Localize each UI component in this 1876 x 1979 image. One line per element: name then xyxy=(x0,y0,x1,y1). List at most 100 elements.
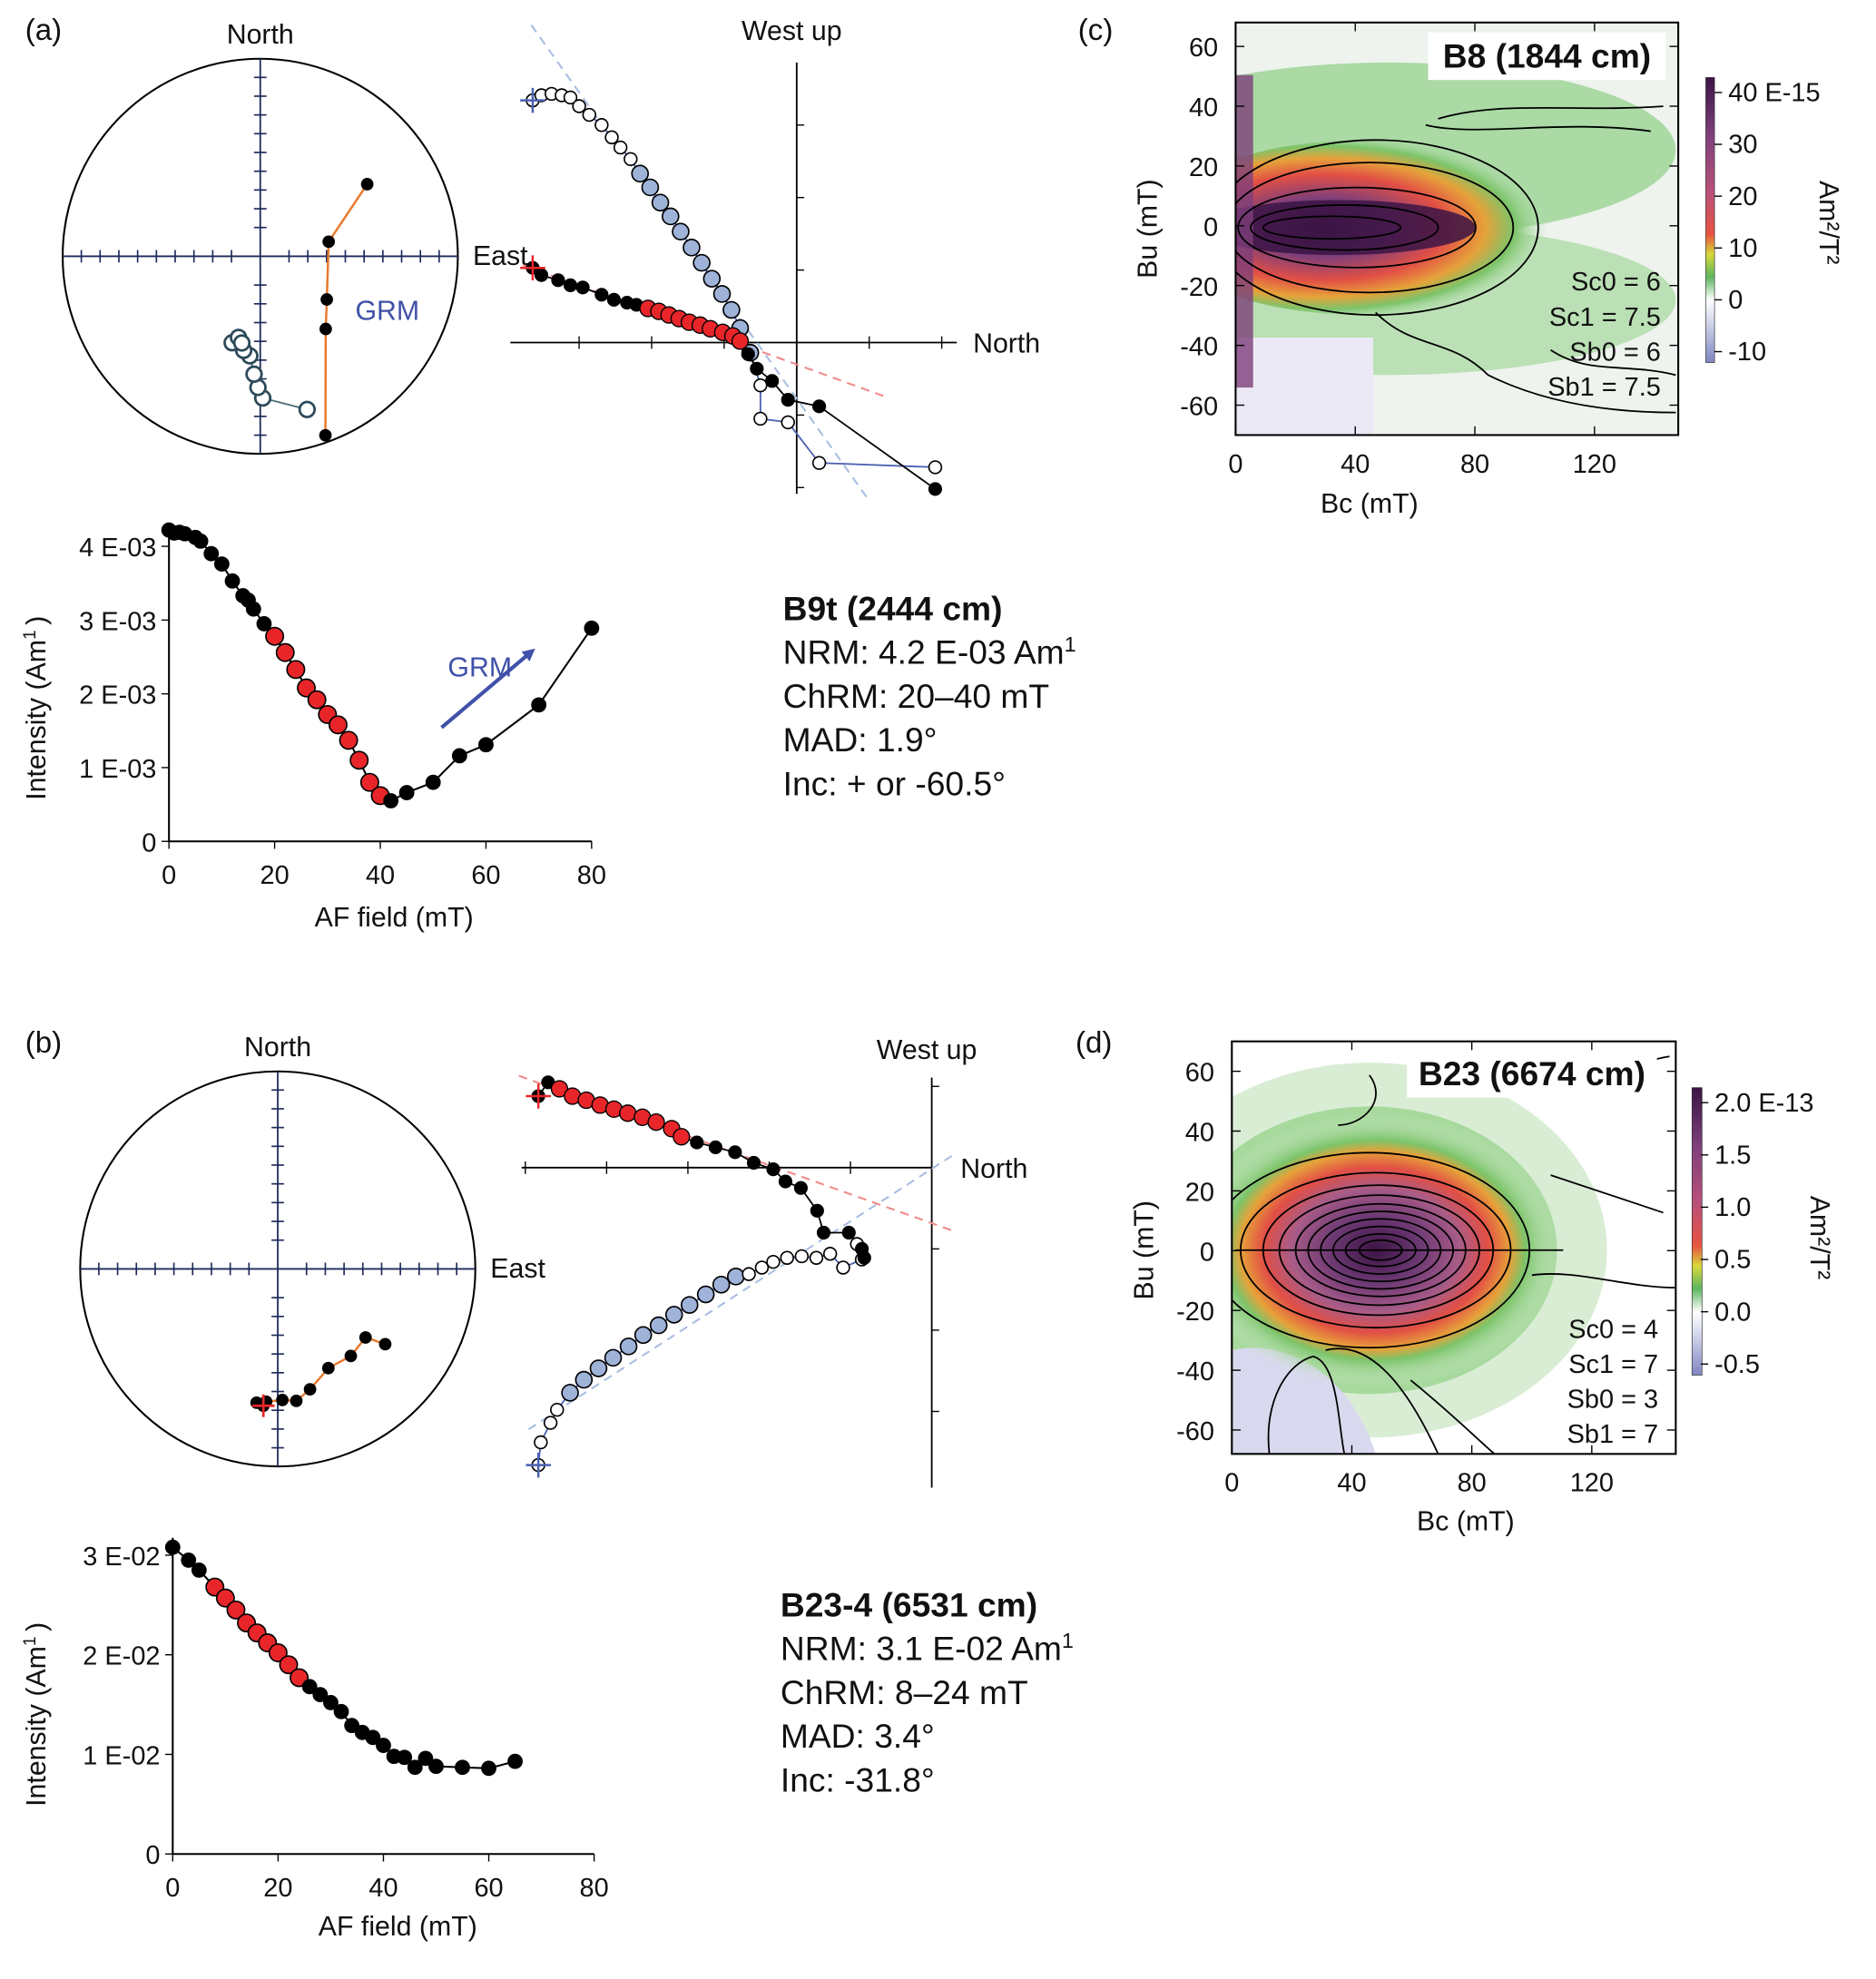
grm-arrow-icon xyxy=(440,648,535,730)
stereonet-upper-hemisphere-point xyxy=(245,365,263,384)
zijderveld-a-west-up-label: West up xyxy=(742,16,842,46)
zijderveld-horizontal-point xyxy=(551,273,565,288)
chrm-data-point xyxy=(359,772,379,792)
intensity-plot-a: AF field (mT) Intensity (Am1) GRM 0 20 40 6… xyxy=(21,522,606,933)
nrm-value: NRM: 4.2 E-03 Am xyxy=(783,633,1065,671)
data-point xyxy=(397,1749,413,1766)
zijderveld-horizontal-point xyxy=(816,1225,831,1240)
zijderveld-vertical-point xyxy=(594,118,609,132)
intensity-line xyxy=(168,529,593,802)
data-point xyxy=(323,1694,339,1710)
stereonet-lower-hemisphere-point xyxy=(321,1361,335,1375)
stereonet-a-grm-label: GRM xyxy=(355,297,419,327)
zijderveld-b-west-up-label: West up xyxy=(877,1035,977,1065)
chrm-data-point xyxy=(297,678,316,698)
forc-d-title-bg xyxy=(1407,1053,1657,1098)
x-tick-label: 20 xyxy=(260,861,290,890)
zijderveld-horizontal-point xyxy=(708,1140,722,1155)
zijderveld-vertical-point xyxy=(683,239,701,257)
data-point xyxy=(203,545,220,562)
forc-y-tick-label: 60 xyxy=(1189,34,1218,63)
intensity-b-xlabel: AF field (mT) xyxy=(319,1912,477,1942)
chrm-data-point xyxy=(328,715,348,735)
forc-d-title: B23 (6674 cm) xyxy=(1419,1054,1645,1092)
panel-label-c: (c) xyxy=(1078,14,1114,47)
zijderveld-horizontal-point xyxy=(841,1225,856,1240)
stereonet-lower-hemisphere-point xyxy=(359,1331,372,1344)
zijderveld-vertical-point xyxy=(753,411,768,426)
zijderveld-vertical-point xyxy=(604,130,619,145)
y-tick-label: 3 E-02 xyxy=(83,1543,160,1572)
stereonet-upper-hemisphere-point xyxy=(232,334,251,352)
zijderveld-vertical-point xyxy=(680,1296,699,1314)
stereonet-b-north-label: North xyxy=(244,1033,311,1063)
chrm-data-point xyxy=(339,730,359,750)
data-point xyxy=(164,1539,181,1555)
forc-c-units: Am²/T² xyxy=(1813,181,1843,265)
data-point xyxy=(312,1687,329,1703)
forc-smoothing-param: Sc0 = 4 xyxy=(1568,1315,1658,1344)
stereonet-lower-hemisphere-point xyxy=(320,293,333,306)
data-point xyxy=(191,1562,207,1578)
data-point xyxy=(507,1753,523,1769)
x-tick-label: 0 xyxy=(165,1874,180,1903)
panel-label-d: (d) xyxy=(1076,1026,1112,1060)
forc-d-xlabel: Bc (mT) xyxy=(1417,1506,1515,1536)
data-point xyxy=(365,1729,381,1746)
chrm-data-point xyxy=(286,660,306,680)
forc-c-title: B8 (1844 cm) xyxy=(1443,36,1651,74)
chrm-data-point xyxy=(307,690,327,710)
zijderveld-vertical-path xyxy=(532,93,936,468)
colorbar-tick-label: 0 xyxy=(1728,286,1743,315)
y-tick-label: 1 E-03 xyxy=(79,755,156,784)
forc-x-tick-label: 40 xyxy=(1341,450,1370,479)
stereonet-lower-hemisphere-point xyxy=(319,322,332,336)
y-tick-label: 3 E-03 xyxy=(79,607,156,636)
y-tick-label: 0 xyxy=(145,1841,160,1870)
ylabel-close: ) xyxy=(22,1622,52,1631)
zijderveld-vertical-point xyxy=(781,415,795,430)
forc-c-xlabel: Bc (mT) xyxy=(1321,489,1419,519)
zijderveld-horizontal-point xyxy=(534,268,549,282)
zijderveld-vertical-point xyxy=(811,456,827,470)
zijderveld-horizontal-point xyxy=(778,1174,792,1189)
forc-diagram-d: B23 (6674 cm) Am²/T² Bc (mT) Bu (mT) 0 40… xyxy=(1129,1040,1834,1536)
nrm-superscript: 1 xyxy=(1062,1629,1074,1652)
data-point xyxy=(398,785,415,800)
intensity-a-ylabel: Intensity (Am1) xyxy=(21,616,52,800)
stereonet-upper-hemisphere-point xyxy=(298,400,317,418)
nrm-value: NRM: 3.1 E-02 Am xyxy=(781,1630,1062,1668)
chrm-data-point xyxy=(226,1600,246,1620)
zijderveld-horizontal-point xyxy=(857,1250,871,1265)
stereonet-a-east-label: East xyxy=(473,241,528,271)
zijderveld-vertical-point xyxy=(550,1402,565,1417)
zijderveld-vertical-point xyxy=(766,1254,781,1269)
y-tick-label: 1 E-02 xyxy=(83,1741,160,1770)
stereonet-b-east-label: East xyxy=(490,1254,545,1284)
nrm-b: NRM: 3.1 E-02 Am1 xyxy=(781,1629,1074,1668)
zijderveld-a: West up North xyxy=(510,16,1040,499)
stereonet-start-cross-icon xyxy=(251,1394,275,1417)
zijderveld-start-cross-icon xyxy=(525,1083,551,1109)
stereonet-lower-hemisphere-point xyxy=(378,1337,392,1351)
zijderveld-vertical-point xyxy=(624,152,638,167)
x-tick-label: 60 xyxy=(471,861,500,890)
zijderveld-vertical-point xyxy=(753,377,768,393)
zijderveld-vertical-fit-line xyxy=(527,1153,955,1431)
data-point xyxy=(531,697,547,713)
zijderveld-horizontal-point xyxy=(812,399,827,414)
stereonet-a-north-label: North xyxy=(227,20,294,50)
nrm-a: NRM: 4.2 E-03 Am1 xyxy=(783,632,1076,671)
forc-c-title-bg xyxy=(1428,32,1666,81)
data-point xyxy=(417,1750,434,1767)
y-tick-label: 2 E-03 xyxy=(79,681,156,710)
data-point xyxy=(383,793,399,808)
zijderveld-vertical-point xyxy=(727,1268,745,1286)
sample-title-b: B23-4 (6531 cm) xyxy=(781,1585,1037,1623)
zijderveld-vertical-point xyxy=(641,178,660,197)
zijderveld-vertical-point xyxy=(661,207,680,226)
chrm-data-point xyxy=(349,750,369,770)
forc-diagram-c: B8 (1844 cm) Am²/T² Bc (mT) Bu (mT) 0 40 8… xyxy=(1134,21,1843,519)
colorbar-tick-label: 0.0 xyxy=(1714,1298,1751,1327)
stereonet-lower-hemisphere-point xyxy=(303,1383,317,1396)
